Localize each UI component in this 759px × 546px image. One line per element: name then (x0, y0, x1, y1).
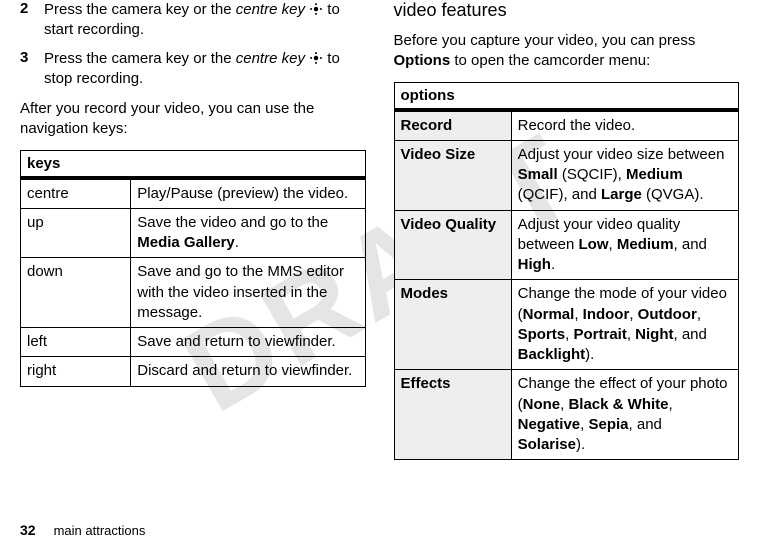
table-row: Video Size Adjust your video size betwee… (394, 140, 739, 210)
step-text: Press the camera key or the centre key t… (44, 0, 366, 41)
centerkey-icon (309, 51, 323, 65)
desc-post: . (235, 234, 239, 251)
centerkey-icon (309, 2, 323, 16)
step-pre: Press the camera key or the (44, 1, 236, 18)
step-italic: centre key (236, 1, 305, 18)
key-name: up (21, 208, 131, 258)
table-row: up Save the video and go to the Media Ga… (21, 208, 366, 258)
keys-table-header: keys (21, 150, 366, 178)
options-table: options Record Record the video. Video S… (394, 82, 740, 461)
page-content: 2 Press the camera key or the centre key… (0, 0, 759, 460)
table-row: left Save and return to viewfinder. (21, 328, 366, 357)
table-row: Video Quality Adjust your video quality … (394, 210, 739, 280)
intro-post: to open the camcorder menu: (450, 52, 650, 69)
page-number: 32 (20, 522, 36, 538)
option-name: Video Quality (394, 210, 511, 280)
table-row: Effects Change the effect of your photo … (394, 370, 739, 460)
key-desc: Save and go to the MMS editor with the v… (131, 258, 365, 328)
table-row: Record Record the video. (394, 110, 739, 141)
desc-pre: Save the video and go to the (137, 214, 328, 231)
left-column: 2 Press the camera key or the centre key… (20, 0, 366, 460)
desc-pre: Play/Pause (preview) the video. (137, 185, 348, 202)
intro-pre: Before you capture your video, you can p… (394, 32, 696, 49)
step-text: Press the camera key or the centre key t… (44, 49, 366, 90)
table-row: down Save and go to the MMS editor with … (21, 258, 366, 328)
options-table-header: options (394, 82, 739, 110)
step-2: 2 Press the camera key or the centre key… (20, 0, 366, 41)
option-desc: Change the mode of your video (Normal, I… (511, 280, 738, 370)
option-desc: Adjust your video quality between Low, M… (511, 210, 738, 280)
intro-bold: Options (394, 52, 451, 69)
footer-title: main attractions (54, 523, 146, 538)
option-desc: Adjust your video size between Small (SQ… (511, 140, 738, 210)
table-row: centre Play/Pause (preview) the video. (21, 178, 366, 209)
step-pre: Press the camera key or the (44, 50, 236, 67)
key-desc: Discard and return to viewfinder. (131, 357, 365, 386)
table-row: Modes Change the mode of your video (Nor… (394, 280, 739, 370)
keys-table: keys centre Play/Pause (preview) the vid… (20, 150, 366, 387)
video-features-heading: video features (394, 0, 740, 21)
desc-pre: Save and return to viewfinder. (137, 333, 335, 350)
key-name: centre (21, 178, 131, 209)
key-desc: Save and return to viewfinder. (131, 328, 365, 357)
key-name: down (21, 258, 131, 328)
page-footer: 32 main attractions (20, 522, 145, 538)
step-number: 2 (20, 0, 34, 41)
option-name: Video Size (394, 140, 511, 210)
option-desc: Change the effect of your photo (None, B… (511, 370, 738, 460)
option-name: Record (394, 110, 511, 141)
step-3: 3 Press the camera key or the centre key… (20, 49, 366, 90)
key-name: right (21, 357, 131, 386)
key-name: left (21, 328, 131, 357)
option-name: Modes (394, 280, 511, 370)
right-column: video features Before you capture your v… (394, 0, 740, 460)
step-italic: centre key (236, 50, 305, 67)
desc-pre: Save and go to the MMS editor with the v… (137, 263, 344, 321)
key-desc: Play/Pause (preview) the video. (131, 178, 365, 209)
option-desc: Record the video. (511, 110, 738, 141)
desc-pre: Discard and return to viewfinder. (137, 362, 352, 379)
after-record-text: After you record your video, you can use… (20, 99, 366, 140)
table-row: right Discard and return to viewfinder. (21, 357, 366, 386)
desc-bold: Media Gallery (137, 234, 235, 251)
option-name: Effects (394, 370, 511, 460)
key-desc: Save the video and go to the Media Galle… (131, 208, 365, 258)
intro-text: Before you capture your video, you can p… (394, 31, 740, 72)
step-number: 3 (20, 49, 34, 90)
